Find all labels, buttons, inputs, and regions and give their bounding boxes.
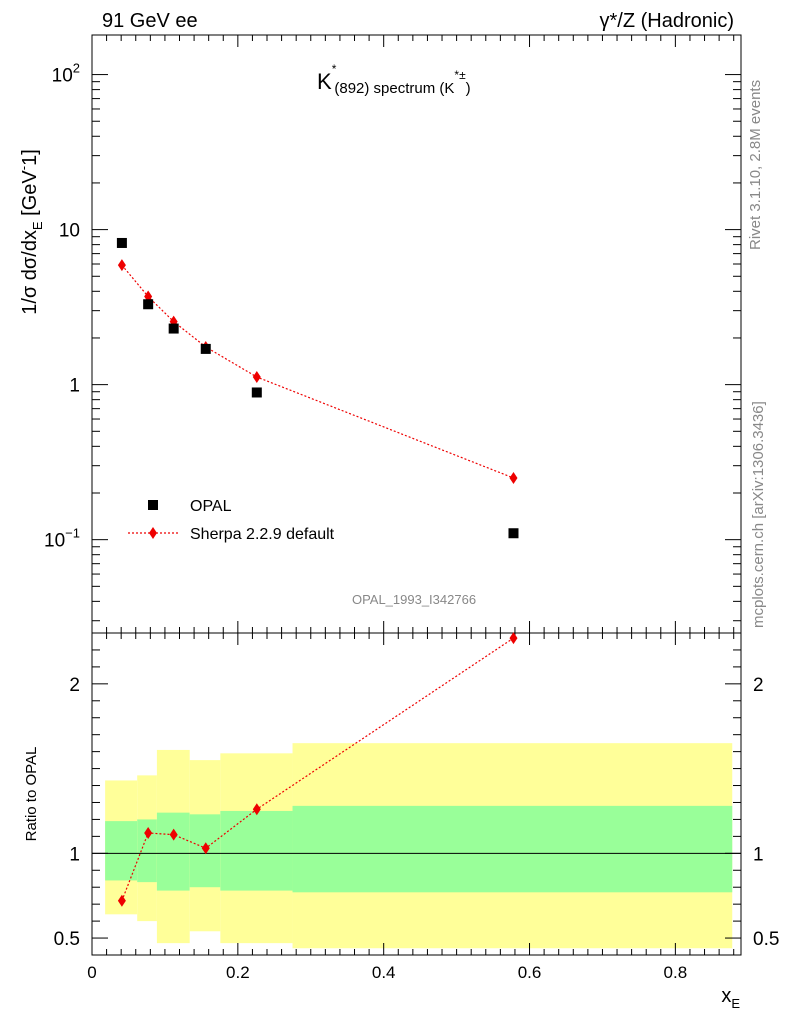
opal-point (116, 237, 127, 248)
ratio-plot-frame (91, 632, 742, 956)
series-markers (116, 237, 519, 907)
ratio-y-tick-label-left: 2 (69, 675, 80, 696)
ratio-y-tick-label-right: 1 (753, 844, 764, 865)
opal-point (251, 387, 262, 398)
ratio-y-tick-label-right: 2 (753, 675, 764, 696)
y-tick-label: 102 (52, 61, 80, 87)
y-tick-label: 10 (59, 221, 80, 242)
side-label-rivet: Rivet 3.1.10, 2.8M events (747, 80, 764, 250)
analysis-label: OPAL_1993_I342766 (352, 592, 476, 607)
x-tick-label: 0.4 (372, 963, 396, 982)
legend-sherpa-label: Sherpa 2.2.9 default (190, 526, 335, 543)
sherpa-ratio-point (509, 632, 518, 645)
header-left: 91 GeV ee (102, 10, 198, 32)
y-axis-label: 1/σ dσ/dxE [GeV-1] (16, 149, 45, 315)
xlabel-sub: E (731, 996, 740, 1011)
band-inner-2 (156, 812, 190, 891)
header-right: γ*/Z (Hadronic) (600, 10, 734, 32)
legend-opal-label: OPAL (190, 498, 232, 515)
series-lines (121, 264, 514, 901)
band-inner-1 (137, 819, 157, 883)
ylabel-sub: E (30, 221, 45, 230)
sherpa-ratio-point (169, 828, 178, 841)
ylabel-tail: 1] (19, 149, 41, 166)
y-tick-label: 1 (69, 376, 80, 397)
ratio-y-axis-label: Ratio to OPAL (23, 747, 40, 842)
xlabel-main: x (721, 985, 731, 1007)
legend-opal-marker (148, 500, 158, 510)
axis-ticks (91, 35, 741, 956)
title-sup1: * (332, 62, 337, 76)
x-tick-label: 0.2 (226, 963, 250, 982)
title-sup2: *± (454, 68, 466, 82)
sherpa-point (509, 471, 518, 484)
x-axis-label: xE (721, 985, 740, 1011)
axis-tick-labels: 0 0.2 0.4 0.6 0.8 10−1 1 10 102 0.5 0.5 1 1 2 2 (44, 61, 779, 982)
sherpa-ratio-point (144, 826, 153, 839)
sherpa-point (117, 259, 126, 272)
ylabel-unit: [GeV (19, 170, 41, 222)
sherpa-line (121, 264, 514, 479)
ratio-y-tick-label-left: 0.5 (54, 929, 80, 950)
title-close: ) (466, 80, 471, 97)
opal-point (168, 323, 179, 334)
band-inner-4 (220, 810, 293, 891)
legend: OPAL Sherpa 2.2.9 default (128, 498, 335, 543)
side-label-mcplots: mcplots.cern.ch [arXiv:1306.3436] (750, 401, 767, 628)
band-inner-5 (292, 805, 733, 893)
ylabel-main: 1/σ dσ/dx (19, 230, 41, 315)
ratio-uncertainty-bands (105, 743, 733, 949)
opal-point (200, 343, 211, 354)
opal-point (508, 528, 519, 539)
sherpa-ratio-point (117, 894, 126, 907)
x-tick-label: 0.8 (664, 963, 688, 982)
band-inner-0 (105, 821, 138, 881)
legend-sherpa-marker (149, 527, 157, 539)
y-tick-label: 10−1 (44, 526, 80, 552)
title-k: K (317, 69, 332, 94)
ratio-y-tick-label-left: 1 (69, 844, 80, 865)
plot-title: K* (892) spectrum (K*±) (317, 62, 471, 97)
title-sub: (892) spectrum (K (334, 80, 454, 97)
ylabel-sup: - (16, 166, 31, 170)
sherpa-ratio-point (201, 842, 210, 855)
sherpa-point (252, 371, 261, 384)
sherpa-ratio-point (252, 803, 261, 816)
x-tick-label: 0.6 (518, 963, 542, 982)
sherpa-ratio-line (121, 637, 514, 901)
x-tick-label: 0 (87, 963, 96, 982)
ratio-y-tick-label-right: 0.5 (753, 929, 779, 950)
opal-point (143, 299, 154, 310)
